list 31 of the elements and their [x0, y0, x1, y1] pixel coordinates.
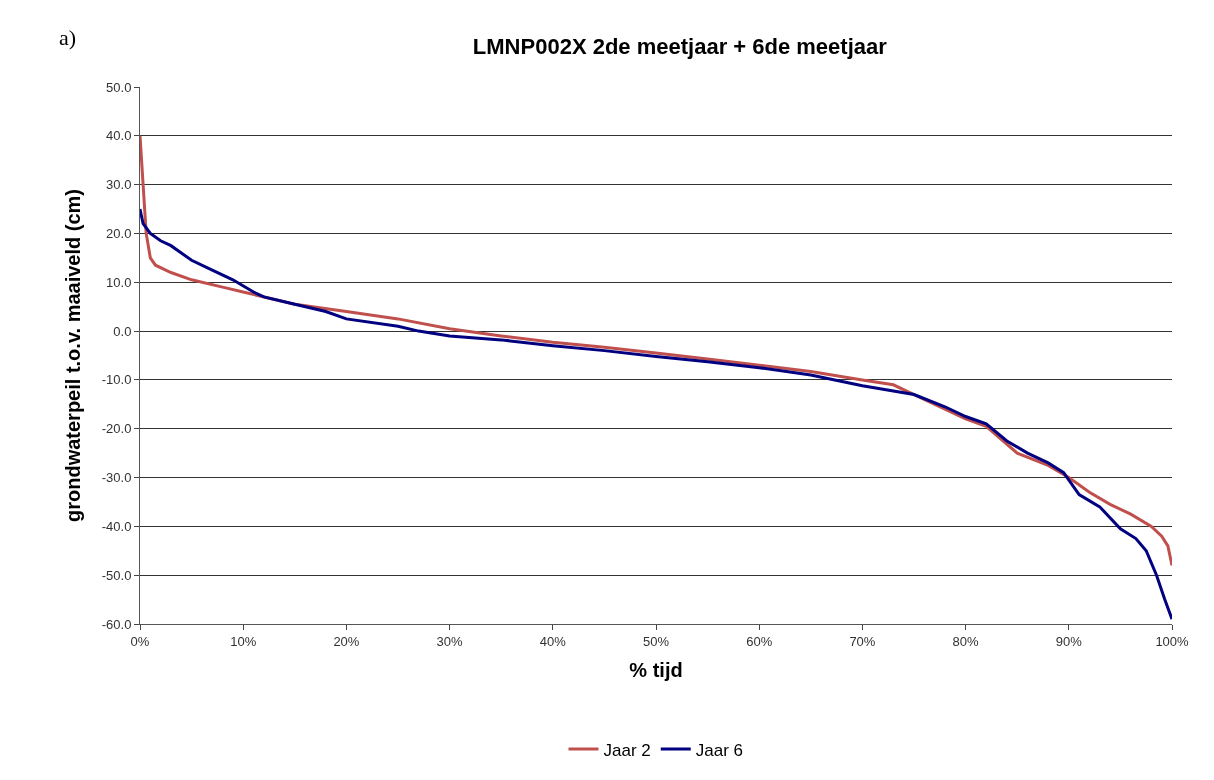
x-tick-label: 70%	[849, 633, 876, 649]
y-tick-label: 0.0	[113, 323, 132, 339]
y-tick-label: 20.0	[106, 226, 132, 241]
y-tick-label: -10.0	[101, 372, 132, 388]
chart-title: LMNP002X 2de meetjaar + 6de meetjaar	[472, 34, 888, 60]
y-tick-label: -30.0	[101, 470, 132, 486]
x-tick-label: 40%	[539, 633, 567, 649]
x-axis-title: % tijd	[629, 659, 683, 682]
x-tick-label: 20%	[333, 633, 360, 649]
text: a)	[59, 25, 77, 50]
y-tick-label: -50.0	[101, 567, 132, 583]
line-series	[140, 207, 1172, 621]
y-tick-label: 40.0	[106, 128, 132, 144]
y-tick-label: 50.0	[106, 79, 132, 95]
y-tick-label: 10.0	[106, 274, 132, 290]
x-tick-label: 30%	[436, 633, 464, 649]
x-tick-label: 10%	[230, 633, 257, 649]
legend-label: Jaar 6	[695, 740, 743, 760]
y-tick-label: -20.0	[101, 421, 132, 437]
x-tick-label: 100%	[1155, 633, 1190, 649]
y-axis-title: grondwaterpeil t.o.v. maaiveld (cm)	[62, 188, 85, 523]
x-tick-label: 50%	[642, 633, 670, 649]
legend-label: Jaar 2	[603, 740, 651, 760]
x-tick-label: 90%	[1055, 633, 1083, 649]
x-tick-label: 0%	[130, 633, 150, 649]
y-tick-label: 30.0	[106, 177, 132, 193]
x-tick-label: 60%	[746, 633, 773, 649]
line-series	[140, 134, 1172, 567]
y-tick-label: -60.0	[101, 616, 132, 632]
x-tick-label: 80%	[952, 633, 980, 649]
y-tick-label: -40.0	[101, 518, 132, 534]
